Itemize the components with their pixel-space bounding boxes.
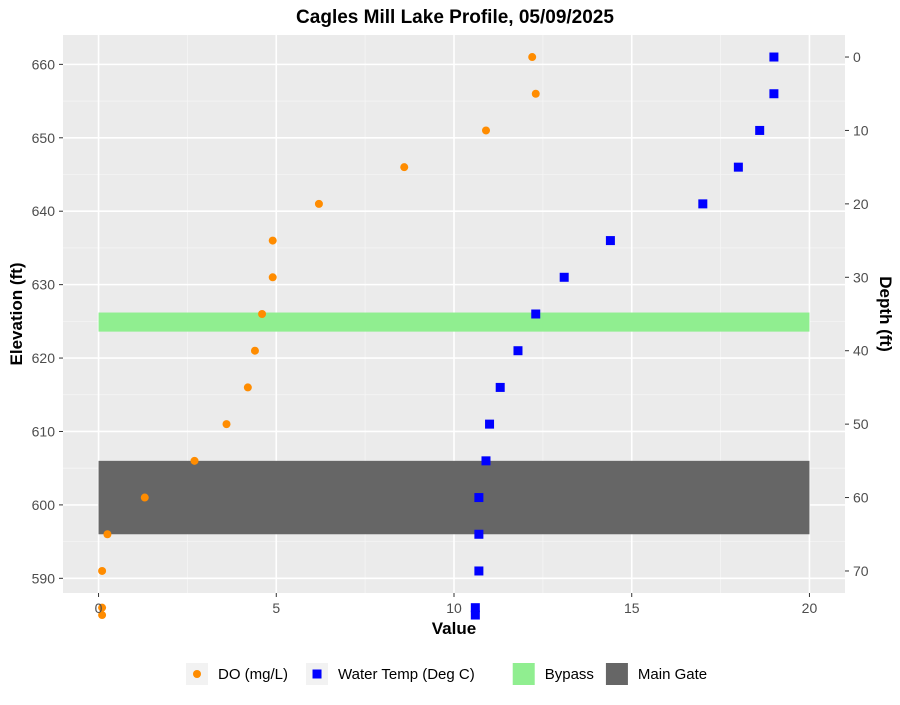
x-tick-label: 10 [446,600,462,616]
y-tick-label: 590 [32,570,56,586]
temp-point [495,382,505,392]
chart-title: Cagles Mill Lake Profile, 05/09/2025 [296,7,614,28]
y-tick-label: 650 [32,130,56,146]
do-point [481,126,490,135]
temp-point [474,493,484,503]
temp-point [481,456,491,466]
y-axis-title: Elevation (ft) [7,263,26,366]
release-bands [98,312,810,535]
temp-point [559,272,569,282]
secondary-y-axis-title: Depth (ft) [876,276,895,352]
data-points [98,52,779,620]
temp-point [605,236,615,246]
temp-point [769,89,779,99]
depth-tick-label: 50 [853,416,869,432]
legend: DO (mg/L) Water Temp (Deg C) Bypass Main Ga… [186,663,707,685]
band-main-gate [98,460,810,535]
x-tick-label: 5 [272,600,280,616]
legend-label: Main Gate [638,666,707,683]
temp-point [470,610,480,620]
do-point [531,89,540,98]
y-tick-label: 600 [32,497,56,513]
temp-point [531,309,541,319]
x-tick-label: 15 [624,600,640,616]
depth-tick-label: 60 [853,490,869,506]
do-point [222,420,231,429]
temp-point [474,566,484,576]
depth-tick-label: 70 [853,563,869,579]
do-point [528,53,537,62]
axes: 0 5 10 15 20 590 600 610 620 630 640 650 660 0 10 20 30 4… [32,49,869,616]
x-axis-title: Value [432,619,476,638]
do-point [98,603,107,612]
do-point [140,493,149,502]
depth-tick-label: 0 [853,49,861,65]
legend-label: Water Temp (Deg C) [338,666,475,683]
temp-point [698,199,708,209]
do-point [250,346,259,355]
y-tick-label: 660 [32,56,56,72]
temp-point [733,162,743,172]
depth-tick-label: 20 [853,196,869,212]
band-bypass [98,312,810,332]
temp-point [513,346,523,356]
depth-tick-label: 30 [853,269,869,285]
do-point [314,199,323,208]
temp-point [485,419,495,429]
x-tick-label: 20 [802,600,818,616]
temp-point [755,125,765,135]
legend-label: Bypass [545,666,594,683]
legend-key-band [605,663,628,685]
legend-key-do [193,670,201,678]
y-tick-label: 620 [32,350,56,366]
do-point [103,530,112,539]
do-point [98,566,107,575]
depth-tick-label: 40 [853,343,869,359]
do-point [268,273,277,282]
do-point [268,236,277,245]
legend-key-temp [312,669,322,679]
x-tick-label: 0 [95,600,103,616]
do-point [258,310,267,318]
do-point [400,163,409,172]
do-point [190,456,199,465]
y-tick-label: 640 [32,203,56,219]
do-point [243,383,252,392]
legend-key-band [512,663,535,685]
do-point [98,611,107,620]
legend-label: DO (mg/L) [218,666,288,683]
y-tick-label: 610 [32,423,56,439]
depth-tick-label: 10 [853,122,869,138]
y-tick-label: 630 [32,277,56,293]
temp-point [470,603,480,613]
temp-point [769,52,779,62]
temp-point [474,529,484,539]
